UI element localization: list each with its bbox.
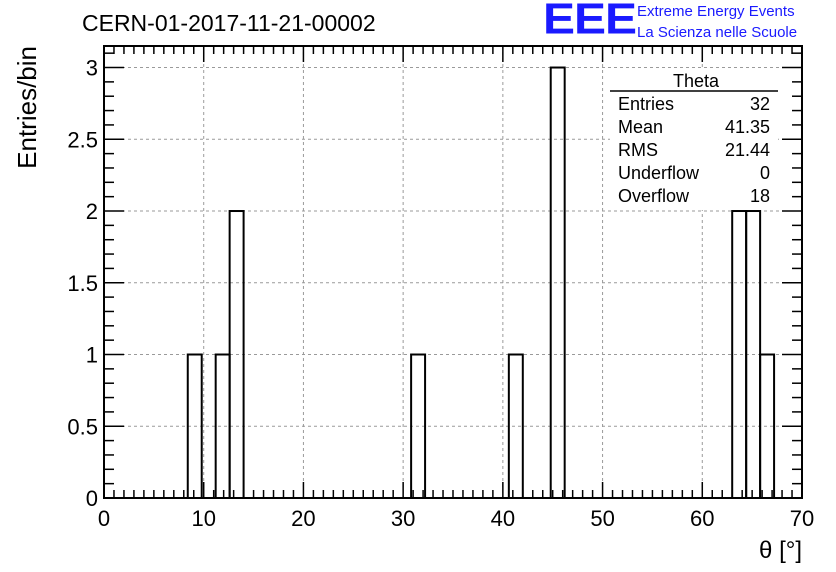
stats-row-value: 41.35 bbox=[725, 117, 770, 137]
y-tick-label: 2 bbox=[86, 199, 98, 224]
stats-row-value: 0 bbox=[760, 163, 770, 183]
y-tick-label: 1 bbox=[86, 343, 98, 368]
chart-title: CERN-01-2017-11-21-00002 bbox=[82, 10, 376, 36]
axis-labels: 0 10 20 30 40 50 60 70 0 0.5 1 1.5 2 2.5 3 bbox=[67, 56, 814, 531]
x-tick-label: 20 bbox=[291, 506, 315, 531]
stats-row-label: Entries bbox=[618, 94, 674, 114]
stats-row-label: Underflow bbox=[618, 163, 700, 183]
x-tick-label: 70 bbox=[790, 506, 814, 531]
stats-box-title: Theta bbox=[673, 71, 720, 91]
y-tick-label: 0 bbox=[86, 486, 98, 511]
eee-logo: EEE bbox=[543, 0, 637, 44]
stats-row-label: RMS bbox=[618, 140, 658, 160]
x-axis-label: θ [°] bbox=[759, 537, 802, 564]
stats-row-value: 18 bbox=[750, 186, 770, 206]
stats-row-label: Overflow bbox=[618, 186, 690, 206]
y-tick-label: 2.5 bbox=[67, 127, 98, 152]
x-tick-label: 10 bbox=[191, 506, 215, 531]
stats-row-value: 32 bbox=[750, 94, 770, 114]
y-tick-label: 0.5 bbox=[67, 414, 98, 439]
x-tick-label: 50 bbox=[590, 506, 614, 531]
y-tick-label: 3 bbox=[86, 56, 98, 81]
stats-row-value: 21.44 bbox=[725, 140, 770, 160]
logo-line-1: Extreme Energy Events bbox=[637, 3, 795, 20]
y-tick-label: 1.5 bbox=[67, 271, 98, 296]
axis-ticks bbox=[103, 46, 803, 499]
logo-line-2: La Scienza nelle Scuole bbox=[637, 24, 798, 41]
stats-box-background bbox=[610, 70, 778, 210]
x-tick-label: 30 bbox=[391, 506, 415, 531]
stats-row-label: Mean bbox=[618, 117, 663, 137]
plot-frame bbox=[103, 45, 803, 499]
x-tick-label: 0 bbox=[98, 506, 110, 531]
stats-box-rows: Entries 32 Mean 41.35 RMS 21.44 Underflow 0 Over… bbox=[618, 94, 770, 206]
y-axis-label: Entries/bin bbox=[12, 46, 42, 169]
stats-box: Theta Entries 32 Mean 41.35 RMS 21.44 Underflo… bbox=[610, 70, 778, 210]
x-tick-label: 40 bbox=[491, 506, 515, 531]
histogram-bar bbox=[214, 353, 231, 499]
x-tick-label: 60 bbox=[690, 506, 714, 531]
histogram-bars bbox=[186, 66, 776, 500]
